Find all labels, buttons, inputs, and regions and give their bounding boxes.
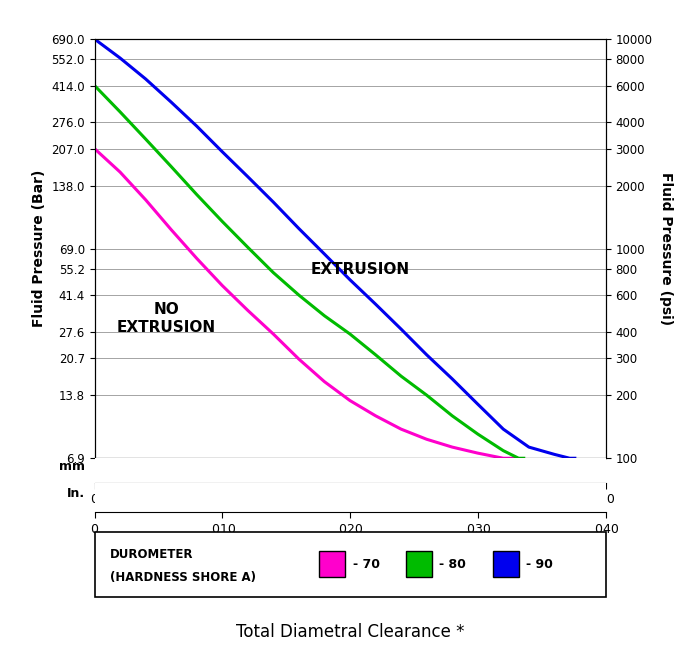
Bar <box>406 551 432 577</box>
Text: Total Diametral Clearance *: Total Diametral Clearance * <box>236 623 464 642</box>
Bar <box>319 551 345 577</box>
Y-axis label: Fluid Pressure (psi): Fluid Pressure (psi) <box>659 172 673 325</box>
Text: - 90: - 90 <box>526 558 553 571</box>
Text: DUROMETER: DUROMETER <box>110 548 193 561</box>
Y-axis label: Fluid Pressure (Bar): Fluid Pressure (Bar) <box>32 170 46 328</box>
Text: - 80: - 80 <box>440 558 466 571</box>
Text: mm: mm <box>60 460 85 473</box>
Text: NO
EXTRUSION: NO EXTRUSION <box>116 302 216 335</box>
Bar <box>493 551 519 577</box>
Text: EXTRUSION: EXTRUSION <box>311 262 410 277</box>
Text: - 70: - 70 <box>353 558 379 571</box>
Text: (HARDNESS SHORE A): (HARDNESS SHORE A) <box>110 571 256 584</box>
Text: In.: In. <box>67 487 85 500</box>
